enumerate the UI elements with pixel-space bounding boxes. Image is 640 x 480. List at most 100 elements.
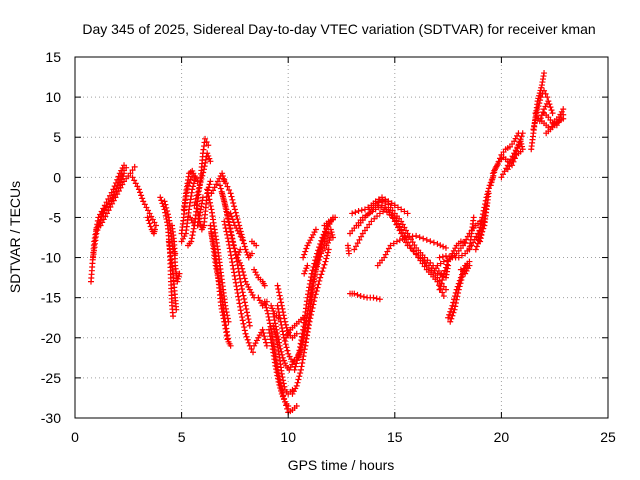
data-point: [327, 226, 334, 233]
data-point: [221, 221, 228, 228]
data-point: [457, 280, 464, 287]
data-point: [483, 202, 490, 209]
data-point: [484, 191, 491, 198]
data-point: [224, 209, 231, 216]
data-point: [265, 313, 272, 320]
data-point: [194, 192, 201, 199]
data-point: [305, 325, 312, 332]
data-point: [230, 266, 237, 273]
data-point: [278, 370, 285, 377]
data-point: [263, 342, 270, 349]
data-point: [283, 344, 290, 351]
data-point: [445, 314, 452, 321]
data-point: [240, 272, 247, 279]
data-point: [204, 150, 211, 157]
data-point: [223, 206, 230, 213]
data-point: [434, 262, 441, 269]
data-point: [227, 190, 234, 197]
data-point: [270, 322, 277, 329]
data-point: [318, 237, 325, 244]
data-point: [312, 269, 319, 276]
data-point: [545, 98, 552, 105]
data-point: [263, 304, 270, 311]
data-point: [357, 293, 364, 300]
data-point: [531, 119, 538, 126]
data-point: [94, 223, 101, 230]
data-point: [213, 181, 220, 188]
data-point: [453, 296, 460, 303]
data-point: [509, 162, 516, 169]
data-point: [478, 228, 485, 235]
data-point: [296, 373, 303, 380]
data-point: [282, 318, 289, 325]
data-point: [462, 240, 469, 247]
data-point: [141, 201, 148, 208]
data-point: [240, 240, 247, 247]
data-point: [230, 269, 237, 276]
data-point: [366, 221, 373, 228]
data-point: [518, 133, 525, 140]
data-point: [163, 204, 170, 211]
data-point: [261, 333, 268, 340]
data-point: [151, 226, 158, 233]
data-point: [198, 175, 205, 182]
data-point: [268, 302, 275, 309]
data-point: [485, 185, 492, 192]
data-point: [313, 259, 320, 266]
data-point: [450, 309, 457, 316]
data-point: [222, 225, 229, 232]
data-point: [266, 317, 273, 324]
data-point: [145, 207, 152, 214]
data-point: [278, 302, 285, 309]
data-point: [233, 212, 240, 219]
data-point: [184, 182, 191, 189]
data-point: [280, 396, 287, 403]
data-point: [276, 381, 283, 388]
data-point: [466, 262, 473, 269]
data-point: [300, 334, 307, 341]
data-point: [376, 296, 383, 303]
data-point: [485, 188, 492, 195]
data-point: [238, 262, 245, 269]
data-point: [329, 234, 336, 241]
data-point: [547, 104, 554, 111]
data-point: [107, 204, 114, 211]
data-point: [431, 267, 438, 274]
axis-ticks: 0 5 10 15 20 25 -30 -25 -20 -15 -10 -5 0 5 10 15: [41, 49, 616, 445]
data-point: [434, 278, 441, 285]
data-point: [352, 243, 359, 250]
data-point: [482, 197, 489, 204]
data-point: [301, 346, 308, 353]
data-point: [304, 262, 311, 269]
data-point: [218, 302, 225, 309]
data-point: [413, 232, 420, 239]
data-point: [206, 196, 213, 203]
data-point: [197, 179, 204, 186]
data-point: [298, 341, 305, 348]
data-point: [541, 70, 548, 77]
data-point: [228, 232, 235, 239]
data-point: [305, 322, 312, 329]
data-point: [299, 338, 306, 345]
data-point: [211, 184, 218, 191]
data-point: [208, 190, 215, 197]
data-point: [228, 213, 235, 220]
data-point: [449, 312, 456, 319]
data-point: [292, 363, 299, 370]
data-point: [316, 277, 323, 284]
y-tick-label: 15: [45, 49, 61, 65]
data-point: [145, 217, 152, 224]
data-point: [246, 319, 253, 326]
data-point: [222, 325, 229, 332]
data-point: [393, 238, 400, 245]
data-point: [534, 106, 541, 113]
y-tick-label: 0: [53, 169, 61, 185]
data-point: [440, 293, 447, 300]
data-point: [175, 275, 182, 282]
data-point: [188, 238, 195, 245]
data-point: [230, 200, 237, 207]
data-point: [280, 312, 287, 319]
data-point: [269, 305, 276, 312]
data-point: [248, 250, 255, 257]
data-point: [239, 314, 246, 321]
